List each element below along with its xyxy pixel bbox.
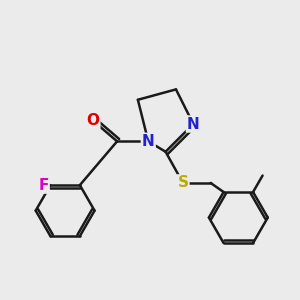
Text: S: S: [177, 176, 188, 190]
Text: N: N: [142, 134, 155, 149]
Text: N: N: [187, 116, 200, 131]
Text: F: F: [38, 178, 49, 193]
Text: O: O: [86, 113, 99, 128]
